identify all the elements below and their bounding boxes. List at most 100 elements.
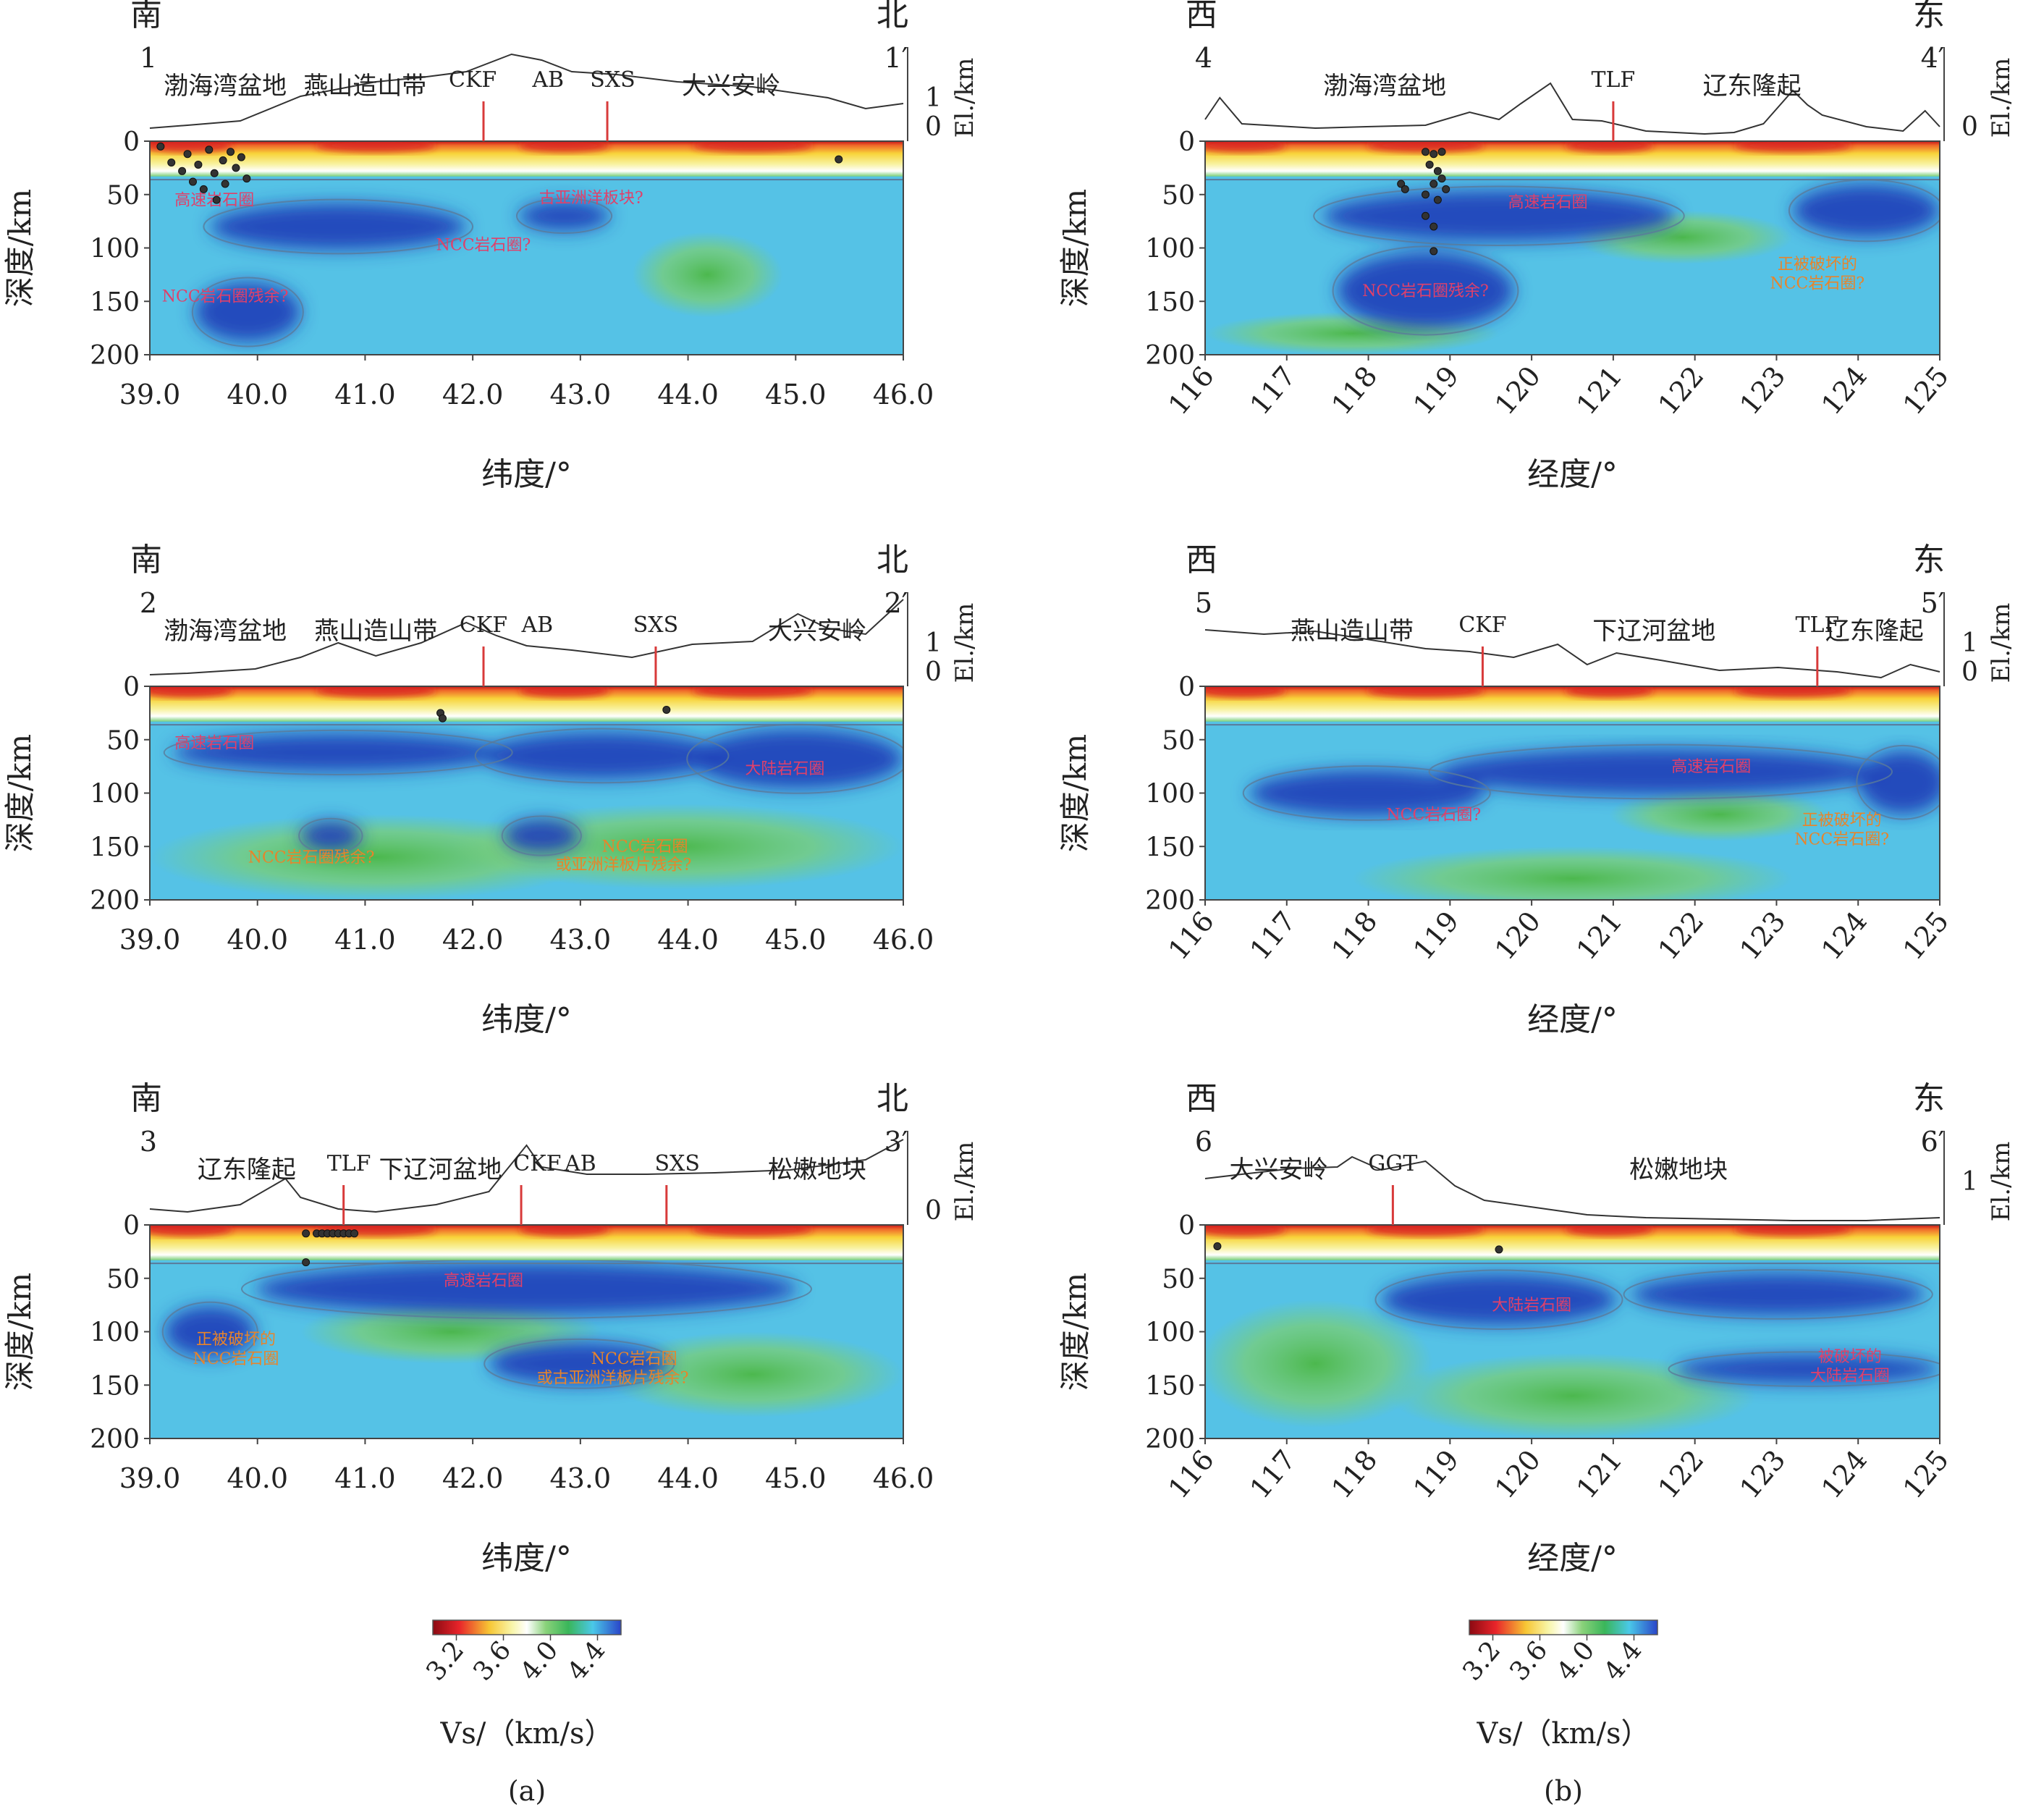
y-tick-label: 100 xyxy=(90,780,140,809)
region-label: 下辽河盆地 xyxy=(379,1155,502,1184)
earthquake-dot xyxy=(1442,185,1450,193)
section-annotation: 高速岩石圈 xyxy=(1508,193,1588,211)
x-tick-label: 40.0 xyxy=(227,1462,288,1494)
earthquake-dot xyxy=(1495,1245,1503,1254)
section-annotation: NCC岩石圈? xyxy=(1770,275,1864,293)
y-tick-label: 150 xyxy=(90,1371,140,1401)
profile-start-label: 1 xyxy=(140,42,157,74)
y-tick-label: 150 xyxy=(1145,1371,1195,1401)
section-annotation: NCC岩石圈 xyxy=(591,1350,677,1368)
colorbar-tick-label: 4.0 xyxy=(515,1635,564,1686)
earthquake-dot xyxy=(205,146,214,154)
x-tick-label: 44.0 xyxy=(657,924,719,956)
colorbar-gradient xyxy=(432,1619,622,1635)
low-velocity-anomaly xyxy=(1205,1299,1433,1428)
profile-start-label: 2 xyxy=(140,587,157,619)
y-tick-label: 150 xyxy=(90,833,140,862)
y-tick-label: 100 xyxy=(90,235,140,264)
earthquake-dot xyxy=(156,142,165,151)
x-tick-label: 119 xyxy=(1407,1444,1465,1505)
x-tick-label: 42.0 xyxy=(442,379,504,410)
y-axis-label: 深度/km xyxy=(1057,1273,1093,1391)
y-tick-label: 50 xyxy=(106,181,140,211)
low-velocity-hotspot xyxy=(1205,141,1286,153)
high-velocity-anomaly xyxy=(481,732,723,780)
elevation-axis-label: El./km xyxy=(1987,603,2016,683)
velocity-contour xyxy=(501,815,582,856)
y-tick-label: 0 xyxy=(1178,1211,1195,1241)
earthquake-dot xyxy=(219,156,227,165)
low-velocity-hotspot xyxy=(1565,1225,1654,1236)
velocity-section: 高速岩石圈古亚洲洋板块?NCC岩石圈?NCC岩石圈残余? xyxy=(150,141,903,355)
y-axis-label: 深度/km xyxy=(2,734,38,852)
end-direction-label: 东 xyxy=(1913,542,1945,578)
high-velocity-anomaly xyxy=(255,1263,798,1315)
section-annotation: NCC岩石圈? xyxy=(1794,830,1889,848)
section-annotation: NCC岩石圈? xyxy=(1386,806,1481,824)
velocity-contour xyxy=(1242,765,1491,821)
earthquake-dot xyxy=(1429,150,1438,159)
section-annotation: NCC岩石圈 xyxy=(193,1350,279,1368)
profile-end-label: 4′ xyxy=(1921,42,1945,74)
y-axis-label: 深度/km xyxy=(1057,189,1093,307)
x-tick-label: 46.0 xyxy=(873,924,934,956)
elevation-tick: 1 xyxy=(1961,628,1978,658)
earthquake-dot xyxy=(227,148,235,156)
high-velocity-anomaly xyxy=(504,818,580,854)
section-annotation: NCC岩石圈残余? xyxy=(248,848,375,867)
velocity-contour xyxy=(161,1301,258,1362)
x-axis-label: 经度/° xyxy=(1527,1540,1618,1577)
earthquake-dot xyxy=(1401,185,1409,193)
end-direction-label: 北 xyxy=(877,1080,908,1117)
colorbar-label: Vs/（km/s） xyxy=(439,1717,613,1751)
y-tick-label: 100 xyxy=(1145,235,1195,264)
section-annotation: 大陆岩石圈 xyxy=(1810,1367,1890,1385)
x-tick-label: 125 xyxy=(1897,906,1955,966)
earthquake-dot xyxy=(1433,167,1442,175)
profile-end-label: 3′ xyxy=(884,1126,908,1158)
low-velocity-hotspot xyxy=(519,1225,609,1236)
y-tick-label: 100 xyxy=(90,1318,140,1348)
profile-end-label: 1′ xyxy=(884,42,908,74)
high-velocity-anomaly xyxy=(1249,770,1484,817)
start-direction-label: 南 xyxy=(130,1080,162,1117)
earthquake-dot xyxy=(232,164,240,172)
x-tick-label: 44.0 xyxy=(657,379,719,410)
x-tick-label: 122 xyxy=(1652,361,1710,421)
section-annotation: NCC岩石圈残余? xyxy=(162,287,289,306)
velocity-contour xyxy=(1313,185,1685,246)
low-velocity-hotspot xyxy=(1205,1225,1286,1236)
elevation-axis-label: El./km xyxy=(1987,1142,2016,1222)
high-velocity-anomaly xyxy=(1322,190,1676,242)
low-velocity-anomaly xyxy=(1388,1353,1757,1438)
x-tick-label: 39.0 xyxy=(119,379,181,410)
earthquake-dot xyxy=(242,174,251,183)
x-tick-label: 124 xyxy=(1815,1444,1873,1505)
colorbar-tick-label: 3.2 xyxy=(1457,1635,1506,1686)
x-tick-label: 118 xyxy=(1325,1444,1383,1505)
earthquake-dot xyxy=(210,169,219,177)
region-label: AB xyxy=(531,67,564,93)
y-tick-label: 150 xyxy=(1145,833,1195,862)
low-velocity-anomaly xyxy=(601,1331,903,1417)
elevation-tick: 0 xyxy=(1961,657,1978,687)
low-velocity-hotspot xyxy=(1565,686,1654,698)
x-tick-label: 45.0 xyxy=(765,379,827,410)
profile-start-label: 3 xyxy=(140,1126,157,1158)
end-direction-label: 东 xyxy=(1913,0,1945,33)
y-tick-label: 100 xyxy=(1145,1318,1195,1348)
section-annotation: 高速岩石圈 xyxy=(174,735,254,753)
y-tick-label: 50 xyxy=(106,1265,140,1294)
y-tick-label: 200 xyxy=(1145,886,1195,916)
velocity-contour xyxy=(515,198,613,234)
velocity-contour xyxy=(1623,1268,1933,1320)
y-axis-label: 深度/km xyxy=(2,189,38,307)
earthquake-dot xyxy=(835,155,843,164)
low-velocity-anomaly xyxy=(632,232,783,318)
y-tick-label: 50 xyxy=(1162,181,1195,211)
x-tick-label: 46.0 xyxy=(873,379,934,410)
earthquake-dot xyxy=(1429,222,1438,231)
section-annotation: 正被破坏的 xyxy=(1778,256,1857,274)
